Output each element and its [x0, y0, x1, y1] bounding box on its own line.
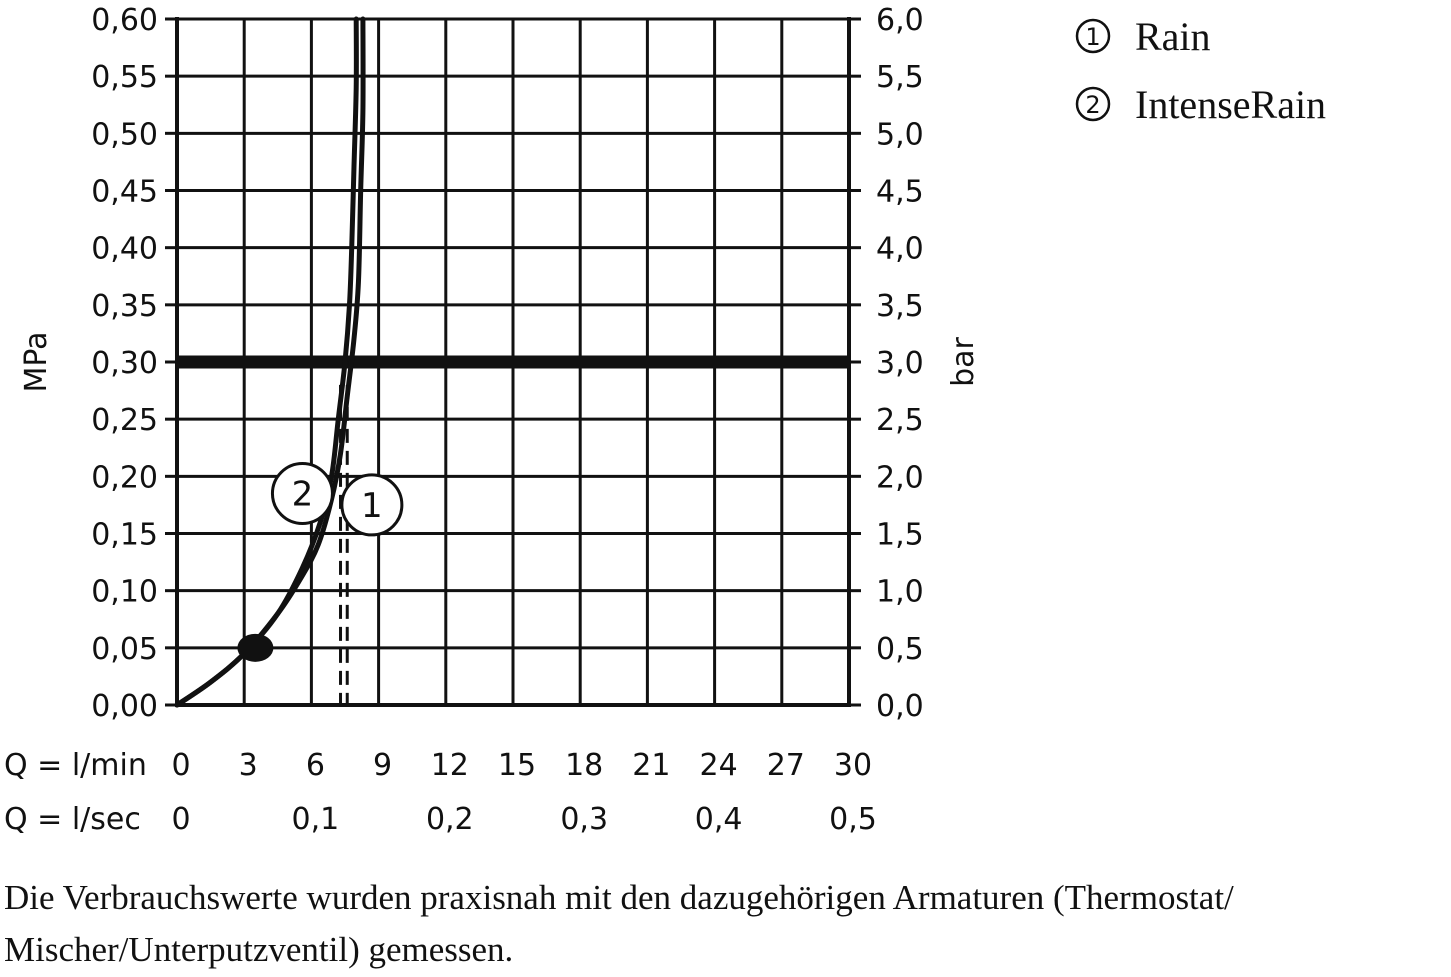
y-right-axis-title: bar — [946, 336, 981, 386]
y-left-tick-label: 0,15 — [91, 518, 158, 553]
minimum-pressure-dot — [237, 633, 274, 662]
y-right-tick-label: 3,0 — [876, 346, 924, 381]
x-primary-tick-label: 3 — [239, 748, 258, 783]
y-left-tick-label: 0,10 — [91, 575, 158, 610]
series-marker-1-label: 1 — [361, 486, 383, 526]
x-primary-tick-label: 18 — [565, 748, 603, 783]
y-right-tick-label: 4,0 — [876, 232, 924, 267]
x-secondary-tick-label: 0 — [171, 802, 190, 837]
y-right-tick-label: 4,5 — [876, 175, 924, 210]
y-right-tick-label: 0,5 — [876, 632, 924, 667]
x-primary-tick-label: 0 — [171, 748, 190, 783]
y-right-tick-label: 2,0 — [876, 460, 924, 495]
caption-text: Die Verbrauchswerte wurden praxisnah mit… — [4, 878, 1234, 969]
x-primary-tick-label: 15 — [498, 748, 536, 783]
y-left-tick-label: 0,50 — [91, 117, 158, 152]
y-right-tick-label: 3,5 — [876, 289, 924, 324]
legend-number-2: 2 — [1085, 91, 1100, 119]
x-primary-tick-label: 27 — [767, 748, 805, 783]
y-left-tick-label: 0,05 — [91, 632, 158, 667]
y-left-tick-label: 0,25 — [91, 403, 158, 438]
y-right-tick-label: 0,0 — [876, 689, 924, 724]
legend-label-rain: Rain — [1135, 14, 1211, 59]
y-right-tick-label: 2,5 — [876, 403, 924, 438]
x-primary-tick-label: 30 — [834, 748, 872, 783]
series-marker-2-circle — [270, 461, 334, 525]
axes-group — [165, 17, 861, 707]
legend: 1 Rain 2 IntenseRain — [1075, 14, 1326, 127]
x-secondary-tick-label: 0,1 — [292, 802, 340, 837]
y-left-axis-title: MPa — [19, 331, 54, 392]
x-primary-tick-label: 21 — [632, 748, 670, 783]
y-left-tick-label: 0,60 — [91, 3, 158, 38]
legend-circle-1 — [1075, 18, 1111, 54]
y-right-tick-label: 5,5 — [876, 60, 924, 95]
x-secondary-tick-label: 0,2 — [426, 802, 474, 837]
legend-label-intenserain: IntenseRain — [1135, 82, 1326, 127]
y-left-tick-label: 0,00 — [91, 689, 158, 724]
x-secondary-tick-label: 0,5 — [829, 802, 877, 837]
x-primary-tick-label: 9 — [373, 748, 392, 783]
x-secondary-axis-label: Q = l/sec — [4, 802, 141, 837]
x-primary-axis-label: Q = l/min — [4, 748, 147, 783]
y-left-tick-label: 0,45 — [91, 175, 158, 210]
series-group: 12 — [174, 16, 404, 708]
y-right-tick-label: 1,0 — [876, 575, 924, 610]
y-right-tick-label: 1,5 — [876, 518, 924, 553]
y-left-tick-label: 0,35 — [91, 289, 158, 324]
series-marker-2-label: 2 — [292, 474, 314, 514]
x-secondary-tick-label: 0,4 — [695, 802, 743, 837]
legend-number-1: 1 — [1085, 23, 1100, 51]
x-primary-tick-label: 12 — [431, 748, 469, 783]
y-left-tick-label: 0,55 — [91, 60, 158, 95]
y-right-tick-label: 6,0 — [876, 3, 924, 38]
x-primary-tick-label: 24 — [700, 748, 738, 783]
y-left-tick-label: 0,40 — [91, 232, 158, 267]
y-right-tick-label: 5,0 — [876, 117, 924, 152]
y-left-tick-label: 0,20 — [91, 460, 158, 495]
y-left-tick-label: 0,30 — [91, 346, 158, 381]
x-primary-tick-label: 6 — [306, 748, 325, 783]
series-marker-1-circle — [340, 473, 404, 537]
tick-labels-group: 0,000,050,100,150,200,250,300,350,400,45… — [4, 3, 981, 837]
flow-pressure-chart: 12 0,000,050,100,150,200,250,300,350,400… — [4, 3, 1326, 837]
x-secondary-tick-label: 0,3 — [560, 802, 608, 837]
legend-circle-2 — [1075, 86, 1111, 122]
